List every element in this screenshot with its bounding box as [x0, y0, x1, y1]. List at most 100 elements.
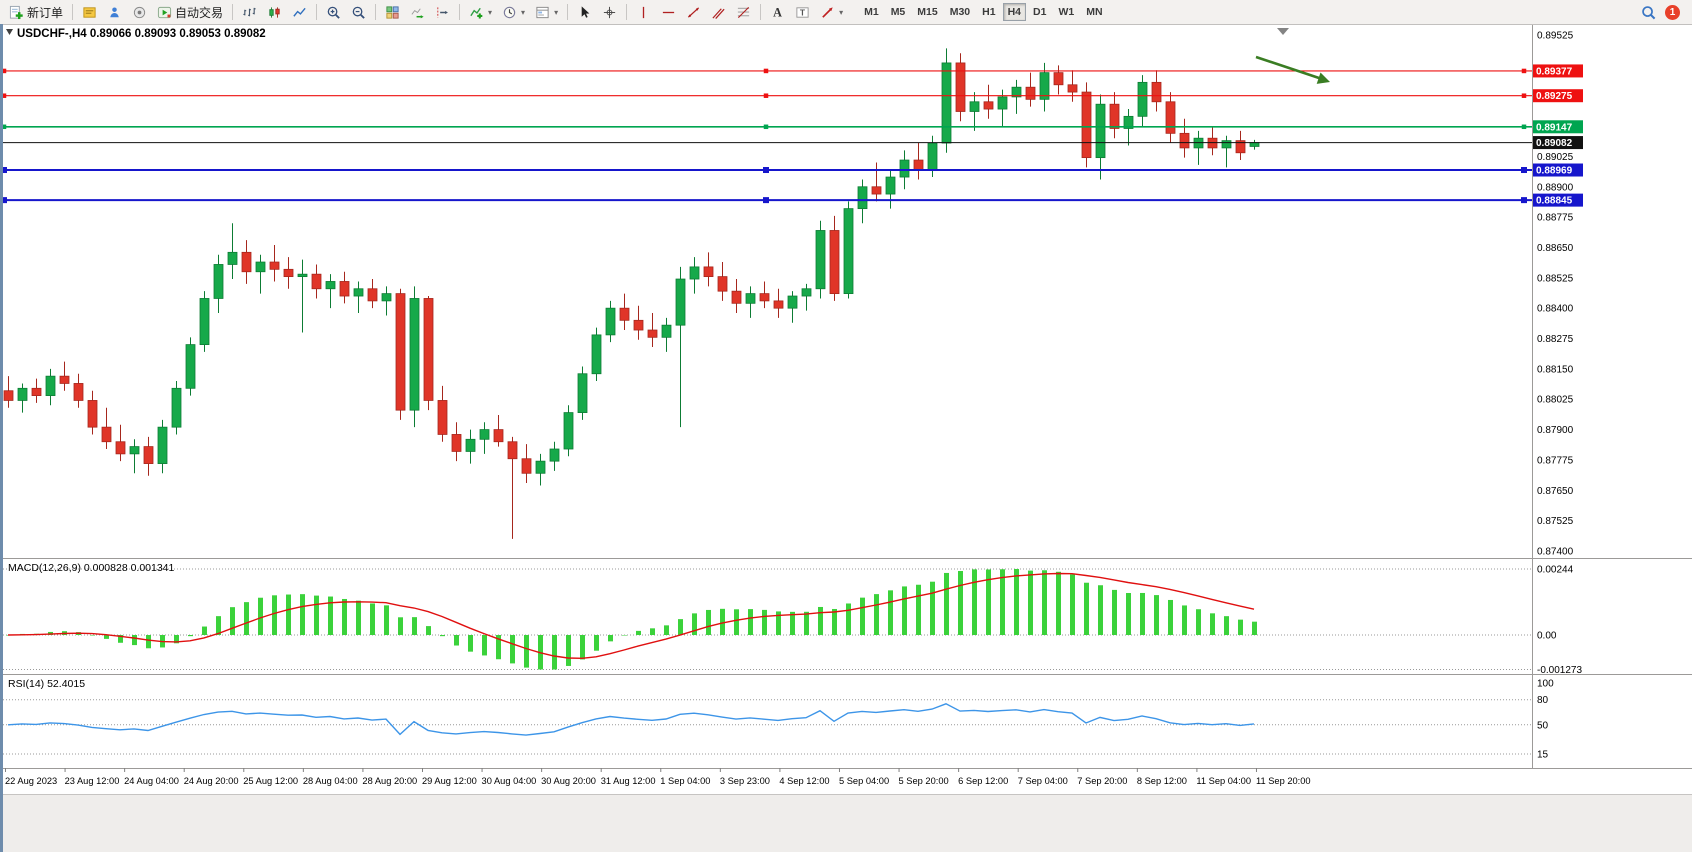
- text-label-button[interactable]: T: [791, 2, 814, 22]
- timeframe-m1-button[interactable]: M1: [859, 3, 884, 21]
- macd-histogram-bar: [958, 571, 963, 635]
- line-handle[interactable]: [1521, 167, 1527, 174]
- tile-windows-button[interactable]: [381, 2, 404, 22]
- line-handle[interactable]: [1, 197, 7, 204]
- time-tick-label: 8 Sep 12:00: [1137, 776, 1187, 786]
- search-button[interactable]: [1637, 2, 1660, 22]
- line-handle[interactable]: [1521, 197, 1527, 204]
- auto-scroll-button[interactable]: [406, 2, 429, 22]
- fibonacci-button[interactable]: [732, 2, 755, 22]
- arrows-button[interactable]: ▾: [816, 2, 847, 22]
- metaeditor-icon: [83, 6, 96, 18]
- macd-histogram-bar: [118, 635, 123, 643]
- periods-button[interactable]: ▾: [498, 2, 529, 22]
- price-axis-ticks: 0.89525 0.89025 0.88900 0.88775 0.88650 0.885…: [1537, 31, 1574, 558]
- toolbar-separator: [626, 4, 628, 20]
- timeframe-h4-button[interactable]: H4: [1002, 3, 1027, 21]
- market-watch-button[interactable]: [103, 2, 126, 22]
- candle-body: [213, 264, 224, 299]
- horizontal-level-lines[interactable]: 0.89377 0.89275 0.89147 0.88969 0.88845 0.890…: [0, 64, 1583, 207]
- candle-body: [521, 458, 532, 474]
- text-button[interactable]: A: [766, 2, 789, 22]
- price-tick-label: 0.88400: [1537, 304, 1574, 315]
- candle-body: [143, 446, 154, 464]
- time-tick-label: 23 Aug 12:00: [65, 776, 120, 786]
- macd-histogram-bar: [930, 581, 935, 635]
- candle-body: [479, 429, 490, 440]
- timeframe-m30-button[interactable]: M30: [945, 3, 975, 21]
- candle-body: [619, 307, 630, 321]
- candle-body: [171, 387, 182, 428]
- line-handle[interactable]: [763, 93, 769, 98]
- toolbar-separator: [375, 4, 377, 20]
- channel-button[interactable]: [707, 2, 730, 22]
- macd-histogram-bar: [132, 635, 137, 646]
- trendline-button[interactable]: [682, 2, 705, 22]
- line-handle[interactable]: [1, 93, 7, 98]
- chart-shift-icon: [437, 6, 448, 18]
- tile-windows-icon: [386, 5, 399, 19]
- timeframe-d1-button[interactable]: D1: [1028, 3, 1051, 21]
- expert-advisor-button[interactable]: [128, 2, 151, 22]
- candle-body: [535, 460, 546, 474]
- timeframe-w1-button[interactable]: W1: [1053, 3, 1079, 21]
- autotrading-button[interactable]: 自动交易: [153, 2, 227, 22]
- candle-body: [1179, 132, 1190, 149]
- horizontal-line-button[interactable]: [657, 2, 680, 22]
- line-handle[interactable]: [1, 68, 7, 74]
- candle-body: [1137, 81, 1148, 117]
- candle-body: [787, 295, 798, 309]
- macd-histogram-bar: [692, 613, 697, 635]
- line-handle[interactable]: [1521, 93, 1527, 98]
- new-order-button[interactable]: 新订单: [5, 2, 67, 22]
- chart-shift-button[interactable]: [431, 2, 454, 22]
- macd-label: MACD(12,26,9) 0.000828 0.001341: [8, 562, 175, 574]
- macd-histogram-bar: [804, 611, 809, 635]
- line-handle[interactable]: [1, 124, 7, 130]
- price-tick-label: 0.87400: [1537, 547, 1574, 558]
- candle-body: [1249, 142, 1260, 147]
- candlestick-chart-button[interactable]: [263, 2, 286, 22]
- symbol-collapse-icon[interactable]: [6, 29, 13, 35]
- line-handle[interactable]: [763, 197, 769, 204]
- candle-body: [1151, 81, 1162, 103]
- candle-body: [647, 329, 658, 338]
- vertical-line-button[interactable]: [632, 2, 655, 22]
- templates-button[interactable]: ▾: [531, 2, 562, 22]
- candle-body: [549, 448, 560, 462]
- price-tag-label: 0.89377: [1536, 66, 1573, 77]
- line-chart-button[interactable]: [288, 2, 311, 22]
- rsi-axis-label: 15: [1537, 749, 1549, 760]
- line-handle[interactable]: [763, 124, 769, 130]
- macd-histogram-bar: [314, 595, 319, 635]
- candle-body: [759, 293, 770, 302]
- candle-body: [199, 298, 210, 346]
- line-handle[interactable]: [1521, 124, 1527, 130]
- macd-histogram-bar: [104, 635, 109, 639]
- chart-window[interactable]: 0.00244 0.00 -0.001273 100 80 50 15 22 Aug 20…: [0, 24, 1692, 794]
- zoom-in-icon: [327, 6, 340, 19]
- chart-shift-marker[interactable]: [1277, 28, 1289, 35]
- line-handle[interactable]: [763, 167, 769, 174]
- trend-arrow-annotation[interactable]: [1255, 55, 1330, 84]
- timeframe-h1-button[interactable]: H1: [977, 3, 1000, 21]
- timeframe-mn-button[interactable]: MN: [1081, 3, 1107, 21]
- bar-chart-button[interactable]: [238, 2, 261, 22]
- crosshair-button[interactable]: [598, 2, 621, 22]
- zoom-in-button[interactable]: [322, 2, 345, 22]
- price-tick-label: 0.87650: [1537, 486, 1574, 497]
- time-tick-label: 11 Sep 20:00: [1256, 776, 1311, 786]
- timeframe-m5-button[interactable]: M5: [886, 3, 911, 21]
- cursor-button[interactable]: [573, 2, 596, 22]
- notification-badge[interactable]: 1: [1665, 4, 1680, 20]
- macd-histogram-bar: [146, 635, 151, 649]
- line-handle[interactable]: [1, 167, 7, 174]
- metaeditor-button[interactable]: [78, 2, 101, 22]
- indicators-button[interactable]: ▾: [465, 2, 496, 22]
- timeframe-m15-button[interactable]: M15: [912, 3, 942, 21]
- line-handle[interactable]: [763, 68, 769, 74]
- zoom-out-button[interactable]: [347, 2, 370, 22]
- horizontal-line-icon: [662, 11, 675, 13]
- line-handle[interactable]: [1521, 68, 1527, 74]
- window-left-frame: [0, 24, 3, 852]
